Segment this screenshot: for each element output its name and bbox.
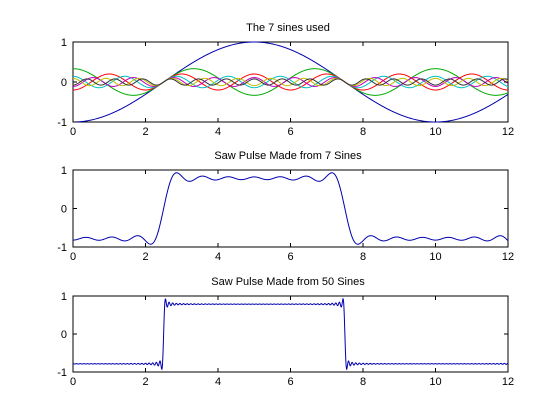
- x-tick-label: 6: [287, 126, 293, 138]
- x-tick-label: 12: [502, 251, 514, 263]
- x-tick-label: 8: [360, 376, 366, 388]
- chart-title: The 7 sines used: [246, 22, 330, 34]
- x-tick-label: 2: [142, 126, 148, 138]
- series-line-harmonic-5: [72, 73, 509, 91]
- subplot-1: The 7 sines used 0 2 4 6 8 10 12-101: [57, 22, 514, 138]
- x-tick-label: 10: [429, 376, 441, 388]
- series-line-saw-pulse: [72, 297, 509, 371]
- series-line-saw-pulse: [72, 172, 509, 245]
- x-tick-label: 10: [429, 251, 441, 263]
- y-tick-label: -1: [57, 367, 67, 379]
- y-tick-label: 1: [61, 165, 67, 177]
- x-tick-label: 8: [360, 251, 366, 263]
- x-tick-label: 2: [142, 376, 148, 388]
- y-tick-label: 1: [61, 37, 67, 49]
- x-tick-label: 8: [360, 126, 366, 138]
- x-tick-label: 4: [215, 376, 221, 388]
- subplot-2: Saw Pulse Made from 7 Sines 0 2 4 6 8 10 12-10…: [57, 150, 514, 263]
- x-tick-label: 6: [287, 376, 293, 388]
- x-tick-label: 4: [215, 251, 221, 263]
- series-line-harmonic-11: [72, 77, 509, 87]
- x-tick-label: 10: [429, 126, 441, 138]
- axes-box: [72, 295, 509, 373]
- y-tick-label: 0: [61, 77, 67, 89]
- axis-ticks: 0 2 4 6 8 10 12-101: [57, 165, 514, 263]
- x-tick-label: 12: [502, 126, 514, 138]
- x-tick-label: 0: [70, 251, 76, 263]
- axis-ticks: 0 2 4 6 8 10 12-101: [57, 291, 514, 388]
- y-tick-label: 0: [61, 204, 67, 216]
- x-tick-label: 6: [287, 251, 293, 263]
- x-tick-label: 0: [70, 376, 76, 388]
- plot-area: [72, 297, 509, 371]
- axes-box: [72, 169, 509, 248]
- axes-box: [72, 41, 509, 123]
- y-tick-label: 1: [61, 291, 67, 303]
- series-line-harmonic-13: [72, 78, 509, 86]
- x-tick-label: 2: [142, 251, 148, 263]
- subplot-3: Saw Pulse Made from 50 Sines 0 2 4 6 8 10 12-1…: [57, 276, 514, 388]
- axis-ticks: 0 2 4 6 8 10 12-101: [57, 37, 514, 138]
- series-line-harmonic-9: [72, 77, 509, 87]
- chart-title: Saw Pulse Made from 7 Sines: [214, 150, 362, 162]
- x-tick-label: 12: [502, 376, 514, 388]
- chart-title: Saw Pulse Made from 50 Sines: [211, 276, 365, 288]
- x-tick-label: 4: [215, 126, 221, 138]
- x-tick-label: 0: [70, 126, 76, 138]
- y-tick-label: -1: [57, 117, 67, 129]
- y-tick-label: -1: [57, 242, 67, 254]
- series-line-harmonic-7: [72, 75, 509, 89]
- plot-area: [72, 172, 509, 245]
- y-tick-label: 0: [61, 329, 67, 341]
